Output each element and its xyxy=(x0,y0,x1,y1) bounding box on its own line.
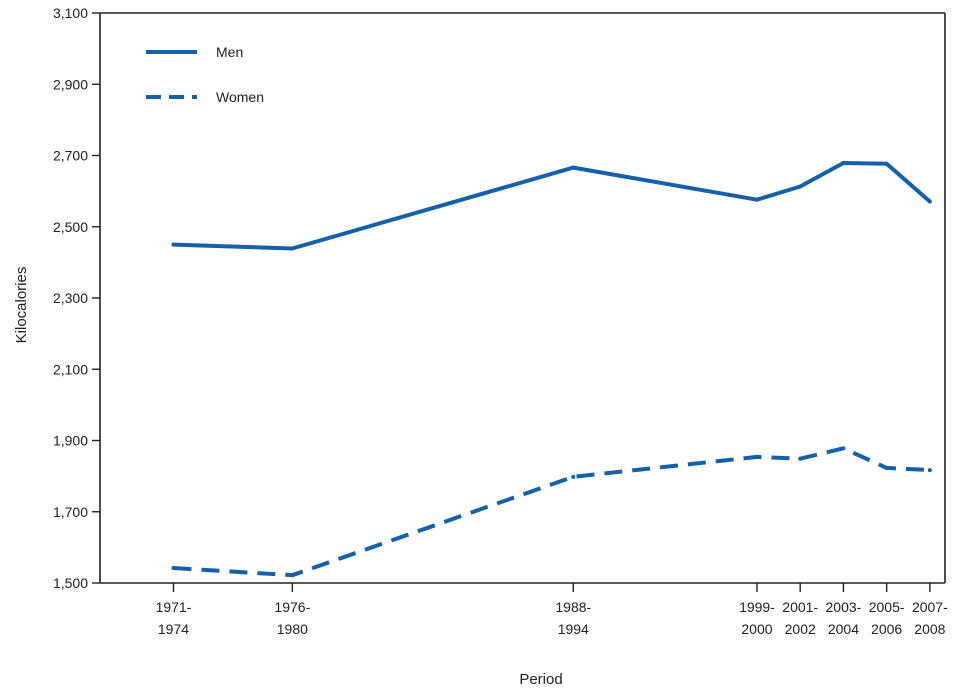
data-point-men xyxy=(798,184,803,189)
x-tick-label: 1994 xyxy=(558,621,589,637)
series-line-women xyxy=(173,446,931,578)
y-tick-label: 1,700 xyxy=(53,504,88,520)
data-point-women xyxy=(571,474,576,479)
x-tick-label: 2002 xyxy=(785,621,816,637)
y-tick-label: 3,100 xyxy=(53,5,88,21)
y-tick-label: 1,900 xyxy=(53,433,88,449)
data-point-women xyxy=(884,465,889,470)
x-tick-label: 2001- xyxy=(782,599,818,615)
data-point-women xyxy=(290,573,295,578)
series-line-men xyxy=(173,161,932,251)
axes: 1,500 1,700 1,900 2,100 2,300 2,500 2,700 2,900… xyxy=(53,5,948,637)
data-point-men xyxy=(841,160,846,165)
data-point-men xyxy=(171,242,176,247)
x-tick-label: 2000 xyxy=(741,621,772,637)
data-point-men xyxy=(754,197,759,202)
data-point-men xyxy=(571,165,576,170)
x-axis-title: Period xyxy=(519,671,562,688)
legend: Men Women xyxy=(146,44,264,105)
data-point-men xyxy=(290,246,295,251)
data-point-women xyxy=(171,566,176,571)
y-tick-label: 2,300 xyxy=(53,290,88,306)
data-point-men xyxy=(884,161,889,166)
x-tick-label: 1999- xyxy=(739,599,775,615)
x-tick-label: 1980 xyxy=(277,621,308,637)
x-tick-label: 2005- xyxy=(869,599,905,615)
y-tick-label: 2,500 xyxy=(53,219,88,235)
data-point-men xyxy=(927,199,932,204)
series-layer xyxy=(171,160,932,578)
data-point-women xyxy=(927,468,932,473)
y-tick-label: 1,500 xyxy=(53,575,88,591)
y-tick-label: 2,100 xyxy=(53,361,88,377)
data-point-women xyxy=(798,456,803,461)
data-point-women xyxy=(841,446,846,451)
y-tick-label: 2,900 xyxy=(53,76,88,92)
legend-label-men: Men xyxy=(216,44,243,60)
y-axis-title: Kilocalories xyxy=(13,267,30,344)
x-tick-label: 1974 xyxy=(158,621,189,637)
x-tick-label: 2008 xyxy=(914,621,945,637)
x-tick-label: 2004 xyxy=(828,621,859,637)
x-tick-label: 1988- xyxy=(555,599,591,615)
x-tick-label: 1971- xyxy=(156,599,192,615)
x-tick-label: 1976- xyxy=(274,599,310,615)
data-point-women xyxy=(754,454,759,459)
y-tick-label: 2,700 xyxy=(53,148,88,164)
x-tick-label: 2007- xyxy=(912,599,948,615)
x-tick-label: 2006 xyxy=(871,621,902,637)
x-tick-label: 2003- xyxy=(826,599,862,615)
legend-label-women: Women xyxy=(216,89,264,105)
